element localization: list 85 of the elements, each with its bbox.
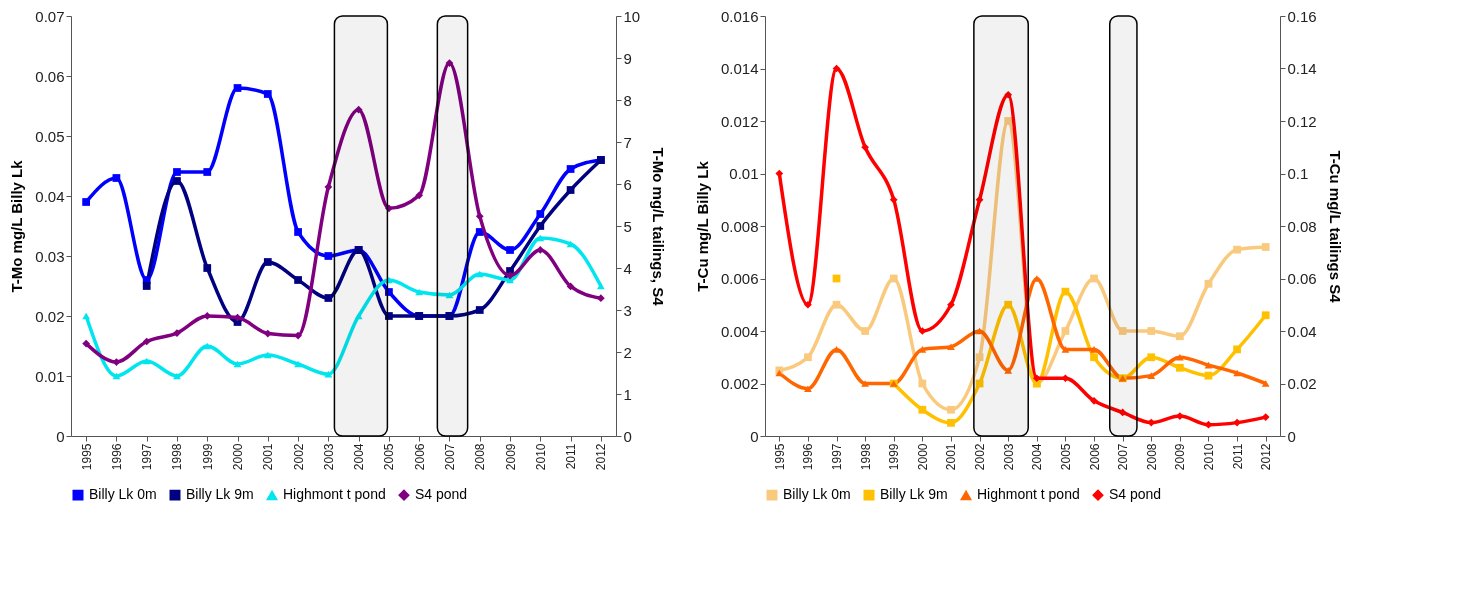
y2-tick-label: 6 xyxy=(623,175,632,193)
y-tick-label: 0.012 xyxy=(720,112,759,130)
y-tick-label: 0.06 xyxy=(35,67,65,85)
x-tick-label: 2008 xyxy=(1144,443,1159,471)
y2-tick-label: 7 xyxy=(623,133,632,151)
x-tick-label: 1999 xyxy=(887,443,902,471)
y2-tick-label: 4 xyxy=(623,259,632,277)
y2-tick-label: 0.04 xyxy=(1287,322,1317,340)
y2-tick-label: 10 xyxy=(623,7,641,25)
y2-tick-label: 0.08 xyxy=(1287,217,1317,235)
x-tick-label: 2009 xyxy=(1173,443,1188,471)
x-tick-label: 2000 xyxy=(915,443,930,471)
x-tick-label: 2005 xyxy=(1058,443,1073,471)
x-tick-label: 2012 xyxy=(1259,443,1274,471)
x-tick-label: 1998 xyxy=(858,443,873,471)
x-tick-label: 1997 xyxy=(140,443,155,471)
y-tick-label: 0.004 xyxy=(720,322,759,340)
y2-tick-label: 0.12 xyxy=(1287,112,1317,130)
x-tick-label: 2010 xyxy=(1201,443,1216,471)
x-tick-label: 2007 xyxy=(442,443,457,471)
legend-label: Billy Lk 0m xyxy=(89,486,157,503)
x-tick-label: 1995 xyxy=(772,443,787,471)
x-tick-label: 2002 xyxy=(291,443,306,471)
legend-label: Billy Lk 0m xyxy=(783,486,851,503)
y-tick-label: 0.01 xyxy=(729,165,759,182)
y-tick-label: 0.008 xyxy=(720,217,759,235)
y2-axis-title: T-Mo mg/L tailings, S4 xyxy=(650,147,668,307)
y2-tick-label: 2 xyxy=(623,343,632,361)
x-tick-label: 2000 xyxy=(231,443,246,471)
x-tick-label: 2008 xyxy=(473,443,488,471)
x-tick-label: 2011 xyxy=(1230,443,1245,470)
x-tick-label: 2003 xyxy=(321,443,336,471)
x-tick-label: 2004 xyxy=(1030,443,1045,471)
x-tick-label: 2011 xyxy=(564,443,579,470)
legend-label: Highmont t pond xyxy=(283,486,386,503)
y-tick-label: 0.03 xyxy=(35,247,65,265)
x-tick-label: 1996 xyxy=(801,443,816,471)
y2-tick-label: 0 xyxy=(623,427,632,445)
y2-tick-label: 0.14 xyxy=(1287,60,1317,77)
y-tick-label: 0.016 xyxy=(720,7,759,25)
x-tick-label: 2006 xyxy=(1087,443,1102,471)
x-tick-label: 2010 xyxy=(533,443,548,471)
y-tick-label: 0.014 xyxy=(720,60,759,77)
y-tick-label: 0.002 xyxy=(720,375,759,392)
y2-tick-label: 1 xyxy=(623,385,632,403)
y2-tick-label: 5 xyxy=(623,217,632,235)
y2-tick-label: 8 xyxy=(623,91,632,109)
y2-axis-title: T-Cu mg/L tailings S4 xyxy=(1326,150,1344,304)
x-tick-label: 2005 xyxy=(382,443,397,471)
x-tick-label: 1996 xyxy=(109,443,124,471)
y-tick-label: 0 xyxy=(56,427,65,445)
y-tick-label: 0.07 xyxy=(35,7,65,25)
x-tick-label: 2004 xyxy=(352,443,367,471)
y-tick-label: 0 xyxy=(750,427,759,445)
x-tick-label: 1997 xyxy=(830,443,845,471)
x-tick-label: 2012 xyxy=(594,443,609,471)
x-tick-label: 2001 xyxy=(261,443,276,471)
y-tick-label: 0.01 xyxy=(35,367,65,385)
x-tick-label: 1995 xyxy=(79,443,94,471)
y2-tick-label: 3 xyxy=(623,301,632,319)
y-axis-title: T-Cu mg/L Billy Lk xyxy=(693,160,711,292)
y-tick-label: 0.05 xyxy=(35,127,65,145)
legend-label: S4 pond xyxy=(415,486,468,503)
x-tick-label: 2007 xyxy=(1116,443,1131,471)
legend-label: Billy Lk 9m xyxy=(880,486,948,503)
y2-tick-label: 0.02 xyxy=(1287,375,1317,392)
y2-tick-label: 0.1 xyxy=(1287,165,1309,182)
y-axis-title: T-Mo mg/L Billy Lk xyxy=(8,159,26,293)
y2-tick-label: 9 xyxy=(623,49,632,67)
legend-label: Billy Lk 9m xyxy=(186,486,254,503)
x-tick-label: 1999 xyxy=(200,443,215,471)
x-tick-label: 2009 xyxy=(503,443,518,471)
x-tick-label: 2003 xyxy=(1001,443,1016,471)
x-tick-label: 2001 xyxy=(944,443,959,471)
y-tick-label: 0.02 xyxy=(35,307,65,325)
y-tick-label: 0.006 xyxy=(720,270,759,287)
y-tick-label: 0.04 xyxy=(35,187,65,205)
x-tick-label: 2006 xyxy=(412,443,427,471)
y2-tick-label: 0 xyxy=(1287,427,1296,445)
x-tick-label: 1998 xyxy=(170,443,185,471)
y2-tick-label: 0.16 xyxy=(1287,7,1317,25)
legend-label: S4 pond xyxy=(1109,486,1162,503)
x-tick-label: 2002 xyxy=(973,443,988,471)
y2-tick-label: 0.06 xyxy=(1287,270,1317,287)
legend-label: Highmont t pond xyxy=(977,486,1080,503)
